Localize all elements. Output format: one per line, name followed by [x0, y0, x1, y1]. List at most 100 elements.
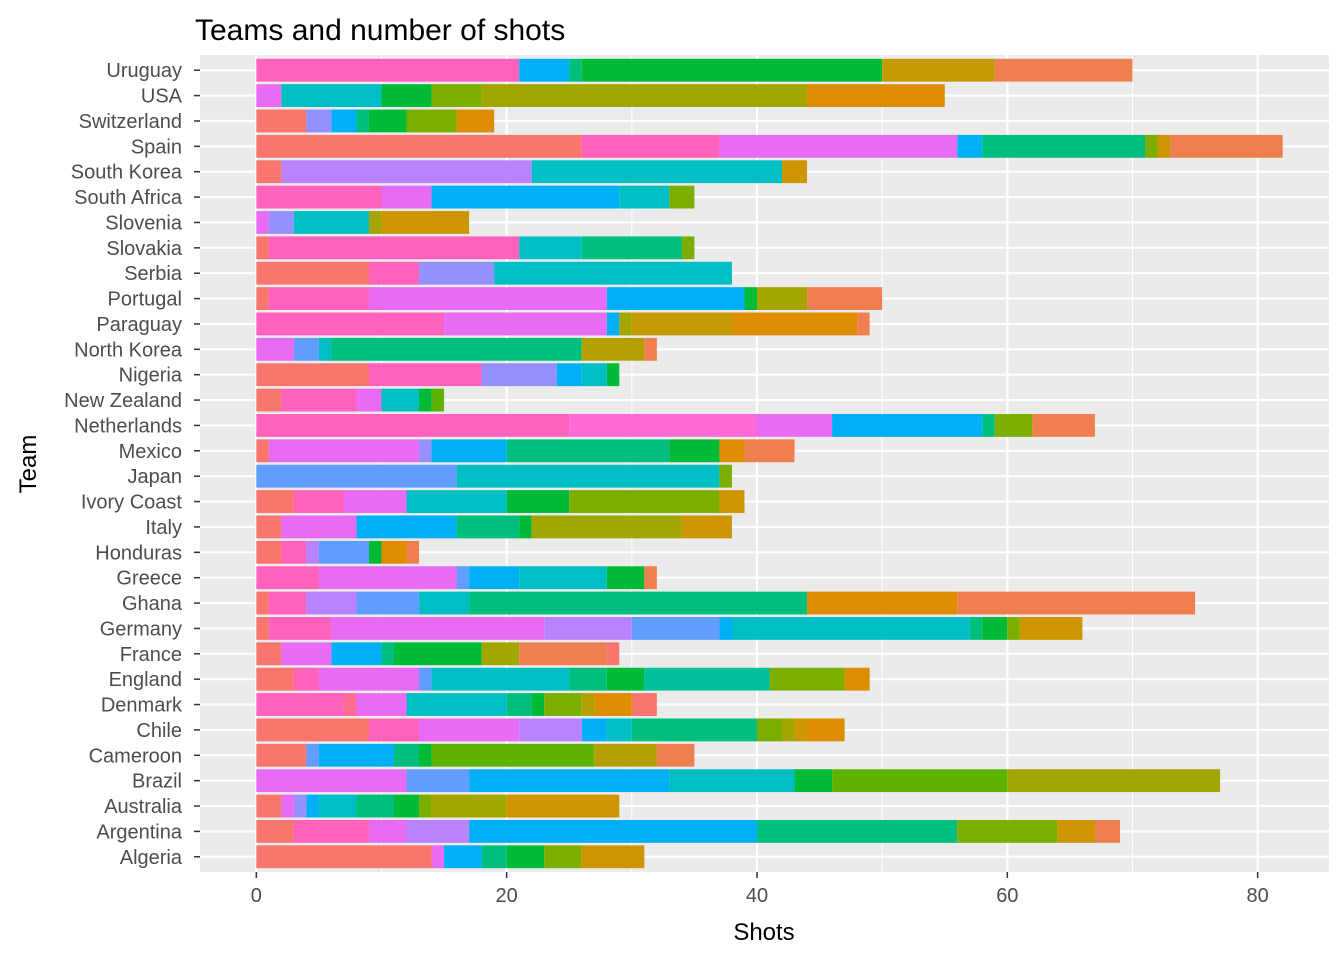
- bar-switzerland: [256, 109, 495, 133]
- bar-segment: [506, 794, 620, 818]
- bar-algeria: [256, 845, 645, 869]
- bar-segment: [256, 819, 294, 843]
- y-tick-label: Greece: [116, 568, 182, 590]
- bar-spain: [256, 134, 1283, 158]
- bar-segment: [569, 58, 582, 82]
- bar-nigeria: [256, 363, 620, 387]
- bar-segment: [256, 464, 457, 488]
- y-tick-label: Japan: [128, 466, 183, 488]
- y-tick-label: Paraguay: [96, 314, 182, 336]
- bar-segment: [368, 261, 420, 285]
- x-tick-label: 40: [746, 885, 768, 907]
- bar-segment: [581, 337, 645, 361]
- bar-segment: [994, 414, 1033, 437]
- bar-segment: [619, 185, 670, 209]
- bar-segment: [481, 642, 520, 666]
- bar-segment: [957, 591, 1196, 615]
- bar-segment: [719, 617, 732, 640]
- bar-segment: [807, 591, 958, 615]
- bar-segment: [744, 287, 757, 310]
- bar-segment: [581, 134, 720, 158]
- bar-segment: [368, 363, 482, 387]
- bar-segment: [431, 845, 445, 869]
- bar-segment: [1057, 819, 1095, 843]
- bar-segment: [356, 794, 395, 818]
- bar-segment: [519, 236, 582, 260]
- bar-segment: [469, 566, 520, 590]
- bar-segment: [343, 490, 407, 513]
- bar-paraguay: [256, 312, 870, 336]
- bar-segment: [356, 388, 382, 412]
- bar-segment: [381, 388, 420, 412]
- bar-segment: [406, 109, 457, 133]
- bar-france: [256, 642, 620, 666]
- bar-segment: [281, 540, 307, 564]
- bar-segment: [556, 363, 582, 387]
- bar-segment: [256, 693, 344, 716]
- bar-segment: [456, 109, 495, 133]
- bar-segment: [256, 743, 307, 767]
- bar-segment: [807, 287, 883, 310]
- bar-segment: [256, 337, 294, 361]
- bar-segment: [406, 693, 507, 716]
- bar-segment: [256, 414, 570, 437]
- bar-segment: [356, 693, 407, 716]
- y-tick-label: Argentina: [96, 821, 182, 843]
- y-tick-label: Chile: [136, 720, 182, 742]
- y-tick-label: Nigeria: [119, 365, 183, 387]
- bar-segment: [669, 769, 795, 793]
- y-tick-label: Germany: [100, 618, 182, 640]
- bar-segment: [318, 540, 369, 564]
- bar-segment: [581, 58, 883, 82]
- bar-segment: [256, 769, 407, 793]
- bar-segment: [256, 261, 369, 285]
- bar-segment: [306, 743, 319, 767]
- bar-uruguay: [256, 58, 1133, 82]
- bar-brazil: [256, 769, 1221, 793]
- bar-segment: [982, 414, 995, 437]
- bar-slovakia: [256, 236, 695, 260]
- bars: [256, 58, 1283, 869]
- bar-segment: [256, 566, 319, 590]
- bar-segment: [606, 566, 645, 590]
- bar-germany: [256, 617, 1083, 640]
- bar-segment: [481, 84, 808, 108]
- bar-segment: [882, 58, 995, 82]
- bar-segment: [569, 414, 757, 437]
- bar-segment: [268, 439, 420, 463]
- bar-segment: [268, 236, 520, 260]
- bar-segment: [531, 515, 682, 539]
- bar-argentina: [256, 819, 1120, 843]
- bar-segment: [506, 845, 545, 869]
- bar-segment: [731, 312, 858, 336]
- bar-serbia: [256, 261, 732, 285]
- y-tick-label: Spain: [131, 136, 182, 158]
- bar-segment: [256, 667, 294, 691]
- bar-segment: [719, 134, 958, 158]
- bar-segment: [256, 211, 269, 234]
- y-tick-label: Denmark: [101, 695, 183, 717]
- y-tick-label: South Korea: [71, 162, 183, 184]
- bar-segment: [256, 490, 294, 513]
- y-tick-label: England: [109, 669, 182, 691]
- bar-usa: [256, 84, 945, 108]
- bar-segment: [519, 566, 607, 590]
- bar-segment: [606, 363, 620, 387]
- bar-segment: [256, 794, 282, 818]
- bar-segment: [807, 84, 945, 108]
- bar-north-korea: [256, 337, 657, 361]
- y-tick-label: Ghana: [122, 593, 183, 615]
- bar-segment: [256, 109, 307, 133]
- bar-segment: [268, 287, 369, 310]
- bar-segment: [807, 718, 845, 742]
- bar-segment: [669, 185, 695, 209]
- bar-segment: [769, 667, 845, 691]
- bar-segment: [1170, 134, 1283, 158]
- bar-segment: [406, 819, 470, 843]
- bar-segment: [419, 743, 432, 767]
- bar-segment: [406, 769, 470, 793]
- bar-segment: [431, 667, 570, 691]
- bar-segment: [256, 718, 369, 742]
- bar-segment: [293, 794, 307, 818]
- x-tick-label: 80: [1247, 885, 1269, 907]
